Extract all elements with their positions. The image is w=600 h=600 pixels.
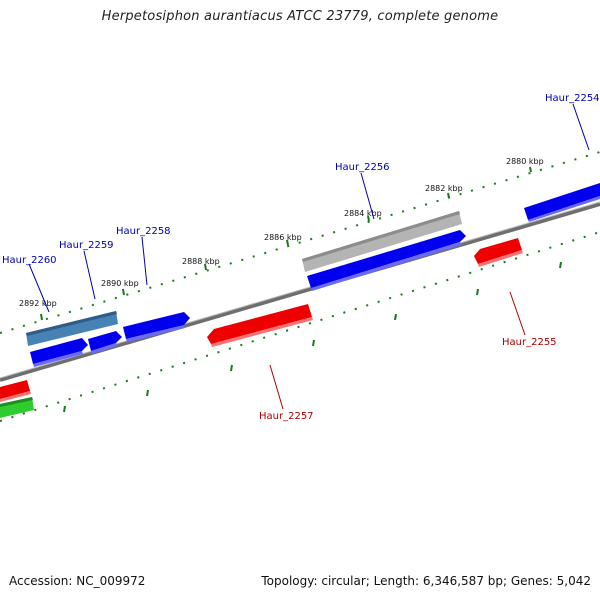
gene-shadow	[211, 317, 313, 347]
tick-mark	[367, 215, 370, 222]
gene-shadow	[33, 351, 83, 367]
tick-mark	[394, 313, 397, 321]
gene-haur-2256[interactable]	[307, 230, 466, 288]
gene-label-haur-2260[interactable]: Haur_2260	[2, 255, 57, 266]
gene-label-haur-2258[interactable]: Haur_2258	[116, 226, 171, 237]
genome-backbone-highlight	[0, 201, 600, 379]
gene-shadow	[0, 391, 31, 402]
tick-label: 2884 kbp	[344, 209, 382, 218]
tick-mark	[40, 313, 43, 321]
leader-haur-2255	[509, 291, 526, 336]
gene-haur-2258[interactable]	[123, 312, 190, 339]
tick-mark	[146, 389, 149, 397]
gene-label-haur-2259[interactable]: Haur_2259	[59, 240, 114, 251]
gene-haur-2257[interactable]	[207, 304, 312, 344]
tick-mark	[529, 166, 532, 173]
gene-haur-2255[interactable]	[474, 238, 522, 264]
leader-haur-2257	[269, 364, 284, 410]
gene-shadow	[0, 397, 33, 407]
accession-text: Accession: NC_009972	[9, 574, 146, 588]
tick-label: 2892 kbp	[19, 299, 57, 308]
tick-label: 2888 kbp	[182, 257, 220, 266]
gene-label-haur-2257[interactable]: Haur_2257	[259, 411, 314, 422]
tick-marks	[40, 166, 562, 413]
gene-label-haur-2256[interactable]: Haur_2256	[335, 162, 390, 173]
leader-haur-2254	[572, 103, 590, 151]
tick-mark	[559, 261, 562, 269]
leader-haur-2259	[83, 250, 96, 300]
forward-genes	[30, 183, 600, 367]
gene-shadow	[302, 211, 460, 262]
leader-haur-2260	[28, 263, 50, 313]
gene-label-haur-2255[interactable]: Haur_2255	[502, 337, 557, 348]
tick-mark	[63, 405, 66, 413]
tick-mark	[230, 364, 233, 372]
upper-scale-track	[0, 151, 600, 334]
tick-mark	[122, 288, 125, 296]
tick-label: 2880 kbp	[506, 157, 544, 166]
tick-mark	[447, 192, 450, 199]
label-leaders	[28, 103, 590, 410]
tick-mark	[204, 263, 207, 271]
gene-shadow	[311, 242, 461, 291]
leader-haur-2258	[141, 236, 148, 286]
tick-mark	[286, 239, 289, 246]
gene-label-haur-2254[interactable]: Haur_2254	[545, 93, 600, 104]
gene-partial-left-red[interactable]	[0, 380, 30, 399]
leader-haur-2256	[360, 172, 375, 220]
rna-feature-bar	[26, 311, 118, 346]
genome-summary-text: Topology: circular; Length: 6,346,587 bp…	[261, 574, 591, 588]
gene-shadow	[91, 343, 117, 354]
gene-shadow	[528, 196, 600, 222]
pseudo-gene-bar	[302, 211, 462, 272]
gene-shadow	[26, 311, 117, 336]
reverse-genes	[0, 238, 523, 402]
map-title: Herpetosiphon aurantiacus ATCC 23779, co…	[101, 9, 499, 24]
tick-mark	[476, 288, 479, 296]
gene-haur-2254[interactable]	[524, 183, 600, 220]
tick-label: 2882 kbp	[425, 184, 463, 193]
tick-mark	[312, 339, 315, 347]
gene-haur-2259[interactable]	[88, 331, 122, 351]
gene-haur-2260[interactable]	[30, 338, 88, 364]
tick-label: 2890 kbp	[101, 279, 139, 288]
gene-shadow	[478, 250, 523, 267]
tick-label: 2886 kbp	[264, 233, 302, 242]
gene-shadow	[126, 325, 185, 342]
